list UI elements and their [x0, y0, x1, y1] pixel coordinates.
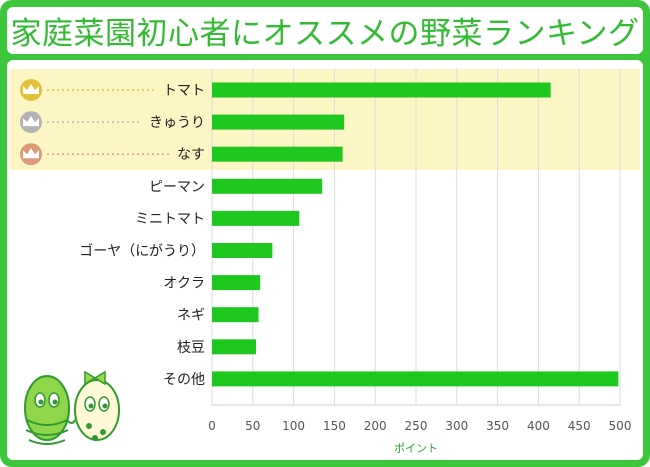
- bar: [212, 275, 261, 291]
- x-tick-label: 350: [486, 419, 509, 433]
- bar: [212, 178, 323, 194]
- bar: [212, 114, 345, 130]
- bronze-crown-icon: [20, 143, 42, 166]
- bar: [212, 82, 551, 98]
- category-label: 枝豆: [177, 340, 205, 356]
- category-label: ピーマン: [149, 179, 205, 195]
- x-tick-label: 0: [208, 419, 216, 433]
- x-tick-label: 100: [282, 419, 305, 433]
- category-label: トマト: [163, 83, 205, 99]
- category-label: ネギ: [177, 308, 205, 324]
- bar: [212, 146, 343, 162]
- plot-area: トマトきゅうりなすピーマンミニトマトゴーヤ（にがうり） オクラネギ枝豆その他 0 5…: [7, 60, 643, 460]
- chart-title: 家庭菜園初心者にオススメの野菜ランキング: [10, 16, 640, 52]
- x-tick-label: 450: [568, 419, 591, 433]
- gold-crown-icon: [20, 79, 42, 101]
- x-tick-label: 200: [364, 419, 387, 433]
- bar: [212, 307, 259, 323]
- x-tick-label: 300: [445, 419, 468, 433]
- title-banner: 家庭菜園初心者にオススメの野菜ランキング: [7, 7, 643, 54]
- category-label: オクラ: [163, 276, 205, 292]
- x-axis-title: ポイント: [394, 442, 438, 455]
- silver-crown-icon: [20, 111, 42, 134]
- category-label: ミニトマト: [135, 211, 205, 227]
- bar: [212, 210, 300, 226]
- egg-mascots-icon: [24, 370, 120, 445]
- category-label: その他: [163, 372, 205, 388]
- bar: [212, 371, 619, 387]
- x-tick-label: 500: [609, 419, 632, 433]
- x-tick-label: 150: [323, 419, 346, 433]
- category-label: ゴーヤ（にがうり）: [79, 243, 205, 260]
- category-label: きゅうり: [149, 115, 205, 131]
- x-tick-label: 400: [527, 419, 550, 433]
- category-label: なす: [177, 147, 205, 163]
- x-tick-label: 50: [245, 419, 260, 433]
- x-tick-label: 250: [405, 419, 428, 433]
- bar: [212, 339, 257, 355]
- bar: [212, 243, 273, 258]
